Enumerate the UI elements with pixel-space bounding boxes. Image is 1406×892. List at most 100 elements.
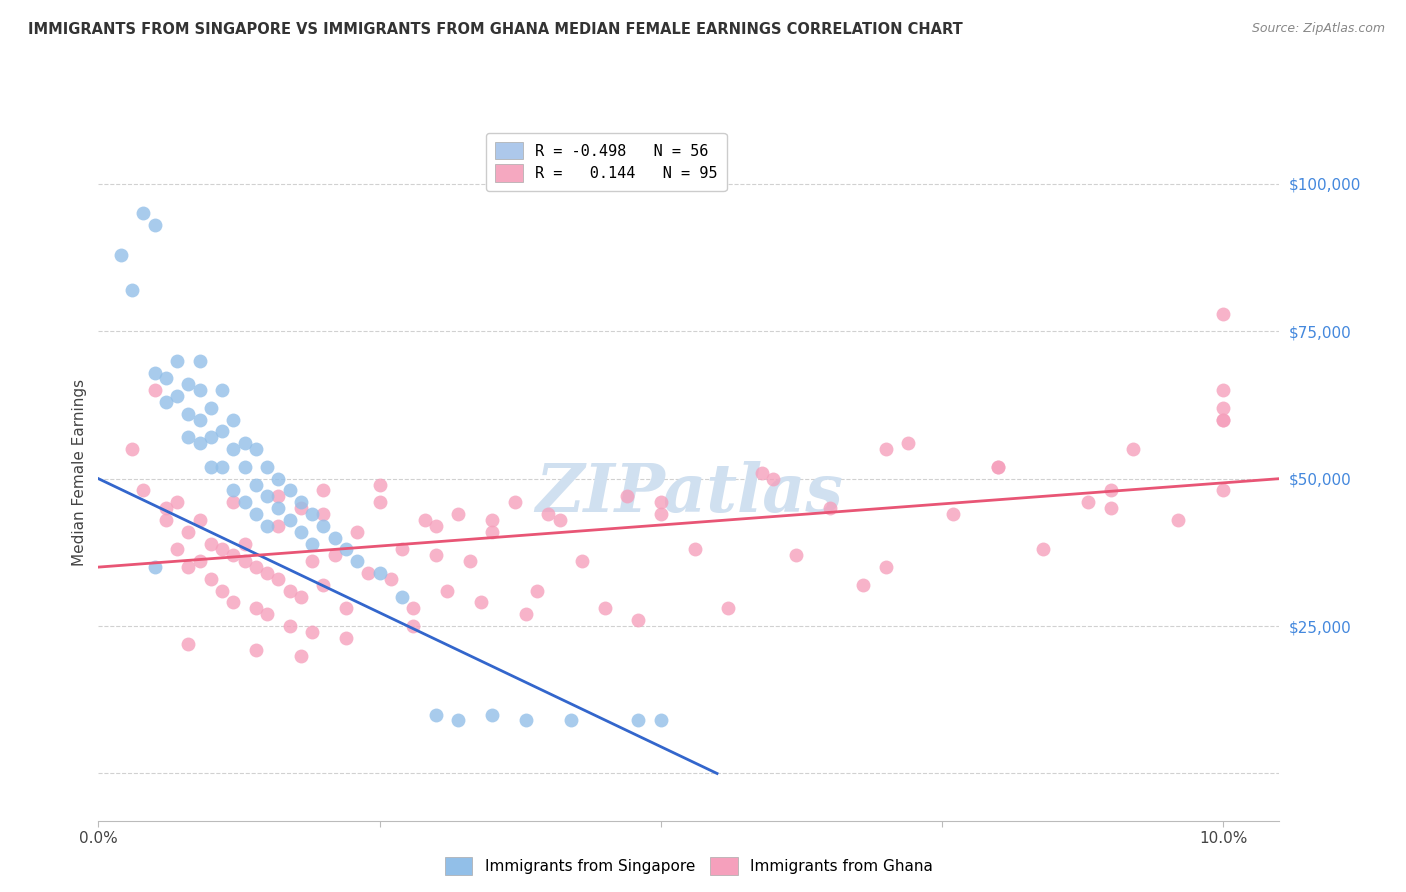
Point xyxy=(155,501,177,516)
Point xyxy=(1099,501,1122,516)
Point xyxy=(627,613,650,627)
Point xyxy=(256,489,278,503)
Point xyxy=(481,524,503,539)
Point xyxy=(458,554,481,568)
Point xyxy=(301,554,323,568)
Point xyxy=(650,495,672,509)
Point xyxy=(1212,307,1234,321)
Point xyxy=(233,495,256,509)
Point xyxy=(166,495,188,509)
Text: IMMIGRANTS FROM SINGAPORE VS IMMIGRANTS FROM GHANA MEDIAN FEMALE EARNINGS CORREL: IMMIGRANTS FROM SINGAPORE VS IMMIGRANTS … xyxy=(28,22,963,37)
Point xyxy=(166,389,188,403)
Point xyxy=(188,353,211,368)
Point xyxy=(368,477,391,491)
Point xyxy=(301,536,323,550)
Point xyxy=(256,566,278,580)
Point xyxy=(188,383,211,397)
Point xyxy=(391,542,413,557)
Point xyxy=(425,707,447,722)
Point xyxy=(380,572,402,586)
Point xyxy=(155,395,177,409)
Point xyxy=(346,554,368,568)
Point xyxy=(312,483,335,498)
Point xyxy=(290,495,312,509)
Point xyxy=(200,430,222,444)
Point xyxy=(560,714,582,728)
Point xyxy=(503,495,526,509)
Point xyxy=(1077,495,1099,509)
Point xyxy=(222,442,245,457)
Point xyxy=(211,459,233,474)
Point xyxy=(200,536,222,550)
Point xyxy=(256,607,278,622)
Point xyxy=(1212,383,1234,397)
Point xyxy=(200,459,222,474)
Point xyxy=(1212,483,1234,498)
Point xyxy=(537,507,560,521)
Point xyxy=(391,590,413,604)
Point xyxy=(267,472,290,486)
Point xyxy=(447,714,470,728)
Point xyxy=(267,489,290,503)
Point xyxy=(402,619,425,633)
Point xyxy=(278,619,301,633)
Point xyxy=(177,524,200,539)
Y-axis label: Median Female Earnings: Median Female Earnings xyxy=(72,379,87,566)
Point xyxy=(1212,413,1234,427)
Point xyxy=(335,601,357,615)
Point xyxy=(245,477,267,491)
Point xyxy=(368,495,391,509)
Point xyxy=(571,554,593,568)
Point xyxy=(875,560,897,574)
Point xyxy=(188,513,211,527)
Point xyxy=(177,377,200,392)
Point xyxy=(548,513,571,527)
Point xyxy=(166,542,188,557)
Point xyxy=(267,501,290,516)
Point xyxy=(166,353,188,368)
Point xyxy=(436,583,458,598)
Point xyxy=(211,383,233,397)
Point xyxy=(211,583,233,598)
Point xyxy=(177,407,200,421)
Point xyxy=(346,524,368,539)
Point xyxy=(245,442,267,457)
Point xyxy=(683,542,706,557)
Point xyxy=(650,714,672,728)
Point xyxy=(481,513,503,527)
Point xyxy=(785,549,807,563)
Point xyxy=(942,507,965,521)
Point xyxy=(335,631,357,645)
Point xyxy=(335,542,357,557)
Point xyxy=(1099,483,1122,498)
Point xyxy=(470,595,492,609)
Point xyxy=(200,401,222,415)
Point xyxy=(121,442,143,457)
Point xyxy=(987,459,1010,474)
Point xyxy=(188,436,211,450)
Point xyxy=(897,436,920,450)
Point xyxy=(121,283,143,297)
Point xyxy=(143,366,166,380)
Point xyxy=(245,507,267,521)
Point xyxy=(301,624,323,639)
Point xyxy=(233,536,256,550)
Point xyxy=(233,554,256,568)
Point xyxy=(256,459,278,474)
Point xyxy=(312,518,335,533)
Point xyxy=(188,554,211,568)
Point xyxy=(650,507,672,521)
Point xyxy=(222,595,245,609)
Point xyxy=(1212,401,1234,415)
Point xyxy=(1212,413,1234,427)
Point xyxy=(211,425,233,439)
Point xyxy=(278,583,301,598)
Point xyxy=(593,601,616,615)
Point xyxy=(143,383,166,397)
Point xyxy=(211,542,233,557)
Point xyxy=(368,566,391,580)
Point xyxy=(526,583,548,598)
Point xyxy=(290,524,312,539)
Point xyxy=(323,549,346,563)
Point xyxy=(188,413,211,427)
